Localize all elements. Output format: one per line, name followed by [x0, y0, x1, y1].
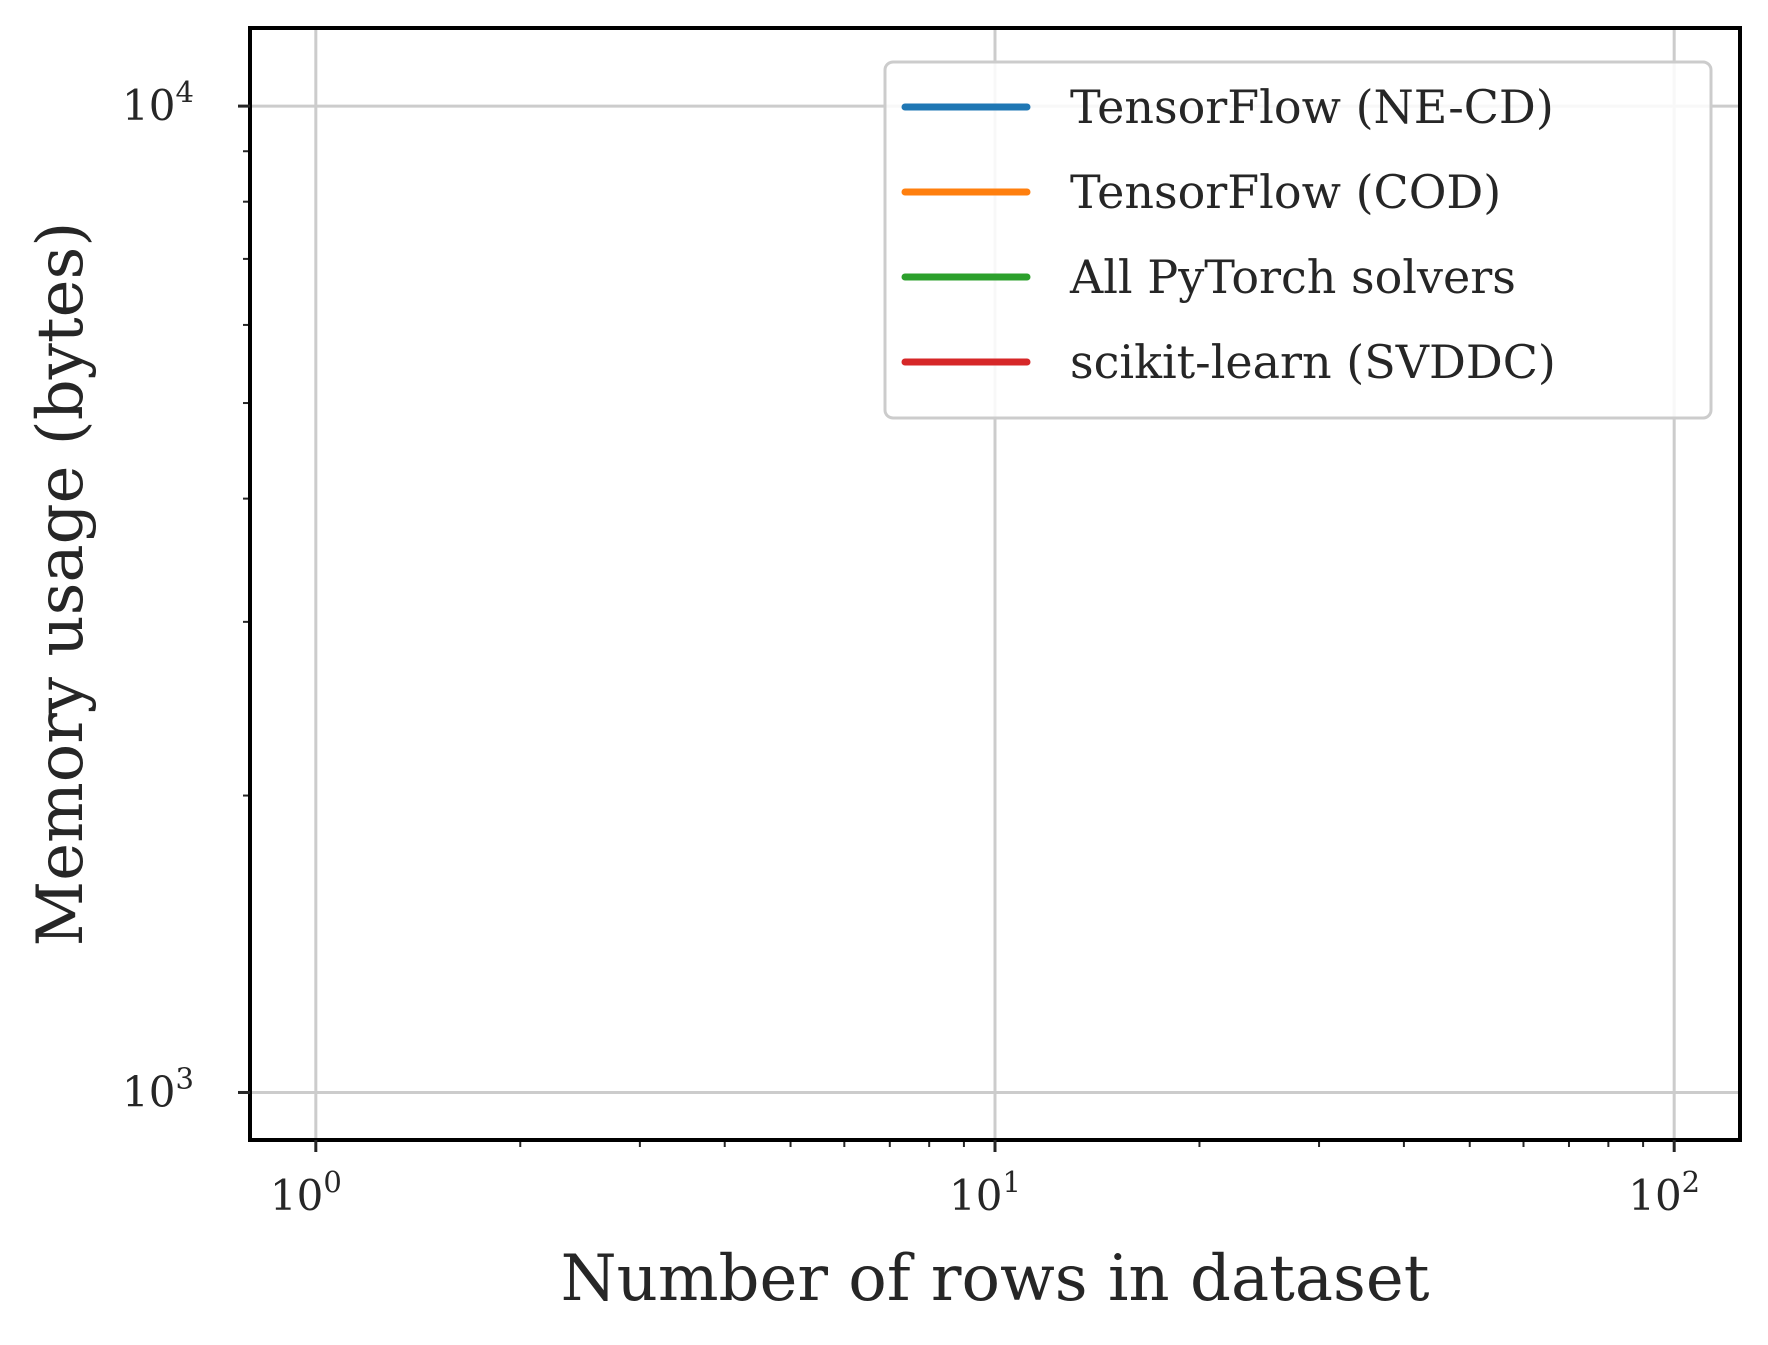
x-tick-exponent: 0: [323, 1165, 341, 1199]
legend-label: TensorFlow (NE-CD): [1070, 80, 1554, 134]
x-tick-exponent: 2: [1682, 1165, 1700, 1199]
legend-label: TensorFlow (COD): [1070, 165, 1501, 219]
x-tick-label: 102: [1628, 1165, 1700, 1220]
x-tick-base: 10: [949, 1171, 1002, 1220]
y-tick-label: 104: [122, 75, 194, 130]
x-axis-ticks: 100 101 102: [270, 1140, 1700, 1220]
y-tick-exponent: 3: [175, 1061, 193, 1095]
x-tick-label: 101: [949, 1165, 1021, 1220]
y-tick-label: 103: [122, 1061, 194, 1116]
x-tick-base: 10: [270, 1171, 323, 1220]
y-tick-base: 10: [122, 81, 175, 130]
y-tick-base: 10: [122, 1067, 175, 1116]
x-tick-label: 100: [270, 1165, 342, 1220]
x-tick-exponent: 1: [1003, 1165, 1021, 1199]
legend-label: All PyTorch solvers: [1069, 250, 1516, 304]
legend-label: scikit-learn (SVDDC): [1070, 335, 1556, 389]
x-axis-label: Number of rows in dataset: [561, 1242, 1430, 1316]
y-axis-label: Memory usage (bytes): [24, 222, 98, 947]
x-tick-base: 10: [1628, 1171, 1681, 1220]
legend: TensorFlow (NE-CD) TensorFlow (COD) All Py…: [883, 60, 1713, 420]
y-tick-exponent: 4: [175, 75, 193, 109]
legend-box: [883, 60, 1713, 420]
